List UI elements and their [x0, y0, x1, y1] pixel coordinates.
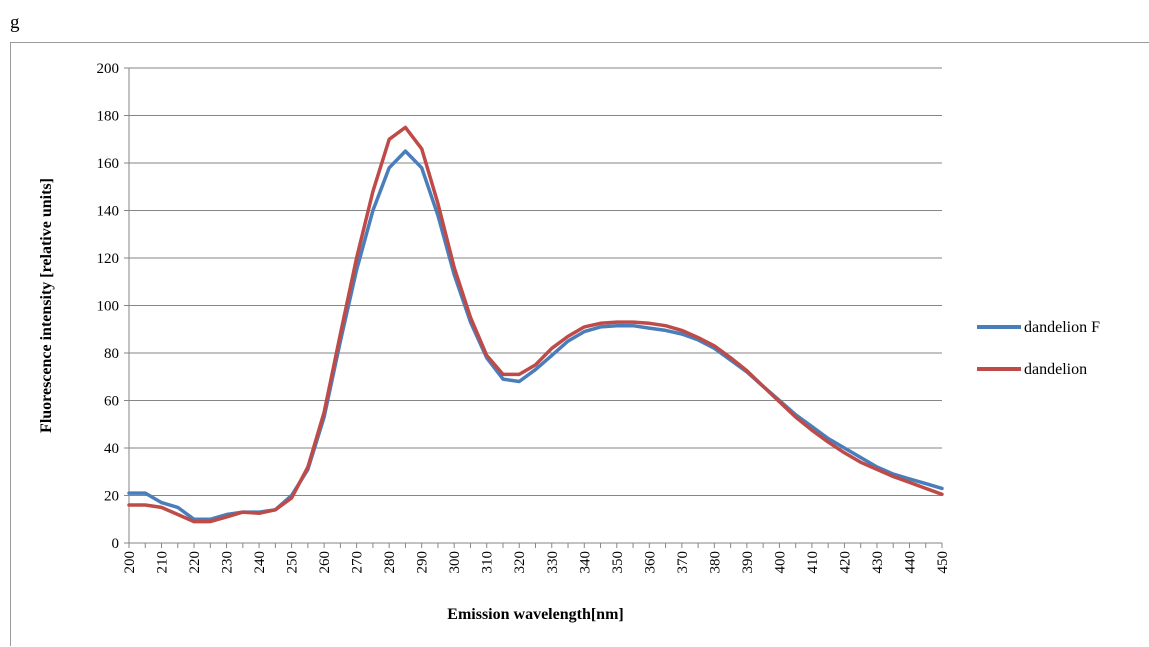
- x-tick-label: 390: [740, 551, 756, 574]
- legend-label-dandelion-f: dandelion F: [1024, 319, 1100, 336]
- x-tick-label: 430: [870, 551, 886, 574]
- x-tick-label: 200: [122, 551, 138, 574]
- series-line-dandelion: [127, 125, 944, 524]
- legend: dandelion F dandelion: [977, 319, 1100, 378]
- x-tick-label: 230: [220, 551, 236, 574]
- x-tick-label: 260: [317, 551, 333, 574]
- x-tick-label: 240: [252, 551, 268, 574]
- gridlines: [129, 67, 942, 496]
- y-tick-label: 40: [104, 441, 119, 457]
- y-tick-label: 60: [104, 394, 119, 410]
- y-tick-label: 200: [97, 61, 120, 77]
- x-tick-label: 210: [155, 551, 171, 574]
- x-tick-label: 370: [675, 551, 691, 574]
- x-tick-label: 290: [415, 551, 431, 574]
- series-line-dandelion-f: [127, 149, 944, 522]
- x-tick-label: 220: [187, 551, 203, 574]
- x-tick-label: 330: [545, 551, 561, 574]
- x-tick-labels: 200 210 220 230 240 250 260 270 280 290 300 310 320 3…: [122, 551, 951, 574]
- x-tick-label: 410: [805, 551, 821, 574]
- x-tick-label: 270: [350, 551, 366, 574]
- series-lines: [127, 125, 944, 524]
- legend-label-dandelion: dandelion: [1024, 361, 1087, 378]
- x-tick-label: 300: [447, 551, 463, 574]
- axes: [124, 67, 943, 548]
- x-tick-label: 310: [480, 551, 496, 574]
- y-tick-label: 180: [97, 109, 120, 125]
- x-tick-label: 250: [285, 551, 301, 574]
- x-tick-label: 380: [707, 551, 723, 574]
- x-axis-title: Emission wavelength[nm]: [447, 606, 623, 623]
- y-tick-label: 80: [104, 346, 119, 362]
- y-tick-label: 120: [97, 251, 120, 267]
- y-tick-label: 140: [97, 204, 120, 220]
- x-tick-label: 400: [772, 551, 788, 574]
- x-tick-label: 320: [512, 551, 528, 574]
- x-tick-label: 340: [577, 551, 593, 574]
- line-chart: 0 20 40 60 80 100 120 140 160 180 200 200 210 220 230…: [38, 61, 1100, 623]
- x-tick-label: 350: [610, 551, 626, 574]
- chart-area: 0 20 40 60 80 100 120 140 160 180 200 200 210 220 230…: [10, 42, 1149, 646]
- y-tick-label: 160: [97, 156, 120, 172]
- y-tick-label: 20: [104, 489, 119, 505]
- y-tick-label: 0: [112, 536, 120, 552]
- y-tick-label: 100: [97, 299, 120, 315]
- x-tick-label: 360: [642, 551, 658, 574]
- y-axis-title: Fluorescence intensity [relative units]: [38, 178, 55, 433]
- y-tick-labels: 0 20 40 60 80 100 120 140 160 180 200: [97, 61, 120, 552]
- x-tick-label: 450: [935, 551, 951, 574]
- x-tick-label: 440: [902, 551, 918, 574]
- x-tick-label: 280: [382, 551, 398, 574]
- panel-label: g: [10, 12, 20, 33]
- x-tick-label: 420: [837, 551, 853, 574]
